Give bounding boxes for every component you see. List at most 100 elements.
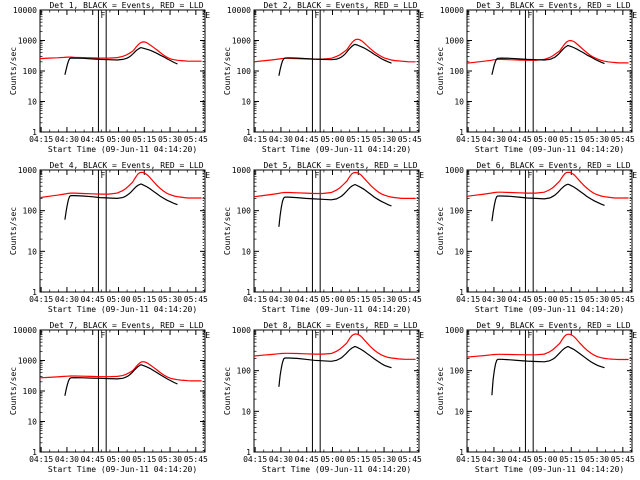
y-tick-label: 10: [454, 98, 464, 107]
y-axis-title: Counts/sec: [9, 367, 18, 415]
x-tick-label: 05:00: [106, 295, 130, 304]
y-axis-title: Counts/sec: [436, 367, 445, 415]
y-tick-label: 1: [459, 128, 464, 137]
x-axis-title: Start Time (09-Jun-11 04:14:20): [262, 465, 411, 474]
series-lld-line: [466, 333, 629, 361]
flare-end-marker: E: [419, 331, 424, 340]
plot-frame: [466, 169, 633, 293]
y-tick-label: 1: [246, 448, 251, 457]
x-tick-label: 05:15: [559, 135, 583, 144]
x-tick-label: 04:45: [508, 455, 532, 464]
x-tick-label: 05:15: [559, 295, 583, 304]
y-tick-label: 100: [450, 367, 465, 376]
series-events-line: [278, 184, 392, 227]
x-tick-label: 04:30: [55, 295, 79, 304]
x-tick-label: 04:45: [295, 135, 319, 144]
x-tick-label: 05:00: [320, 455, 344, 464]
x-tick-label: 04:30: [55, 455, 79, 464]
x-axis-title: Start Time (09-Jun-11 04:14:20): [262, 145, 411, 154]
series-events-line: [278, 43, 392, 76]
series-lld-line: [253, 333, 416, 360]
y-tick-label: 10: [241, 407, 251, 416]
x-tick-label: 04:15: [29, 455, 53, 464]
y-tick-label: 10: [454, 407, 464, 416]
y-tick-label: 1000: [445, 326, 464, 335]
detector-panel-3: Det 3, BLACK = Events, RED = LLD 1 10 100 10…: [436, 1, 637, 154]
y-tick-label: 1000: [232, 326, 251, 335]
series-lld-line: [466, 39, 629, 64]
panel-title: Det 4, BLACK = Events, RED = LLD: [49, 161, 203, 170]
y-tick-label: 1000: [18, 166, 37, 175]
plot-frame: [39, 329, 206, 453]
y-tick-label: 1000: [445, 166, 464, 175]
x-tick-label: 05:45: [611, 455, 635, 464]
x-tick-label: 05:30: [585, 135, 609, 144]
x-tick-label: 05:00: [106, 135, 130, 144]
y-tick-label: 100: [237, 367, 252, 376]
series-events-line: [64, 183, 178, 220]
y-axis-title: Counts/sec: [223, 47, 232, 95]
x-tick-label: 05:45: [184, 135, 208, 144]
flare-end-marker: E: [205, 171, 210, 180]
y-tick-label: 1: [32, 448, 37, 457]
panel-title: Det 3, BLACK = Events, RED = LLD: [476, 1, 630, 10]
y-tick-label: 100: [237, 207, 252, 216]
y-tick-label: 100: [450, 207, 465, 216]
x-tick-label: 05:00: [533, 455, 557, 464]
plot-frame: [466, 329, 633, 453]
x-tick-label: 04:45: [295, 455, 319, 464]
flare-end-marker: E: [419, 171, 424, 180]
x-tick-label: 04:30: [269, 295, 293, 304]
series-lld-line: [466, 171, 629, 199]
y-tick-label: 10000: [13, 326, 37, 335]
panel-title: Det 9, BLACK = Events, RED = LLD: [476, 321, 630, 330]
x-tick-label: 05:30: [372, 135, 396, 144]
x-axis-title: Start Time (09-Jun-11 04:14:20): [262, 305, 411, 314]
series-events-line: [64, 364, 178, 396]
flare-start-marker: F: [100, 171, 105, 180]
series-events-line: [64, 47, 178, 75]
detector-panel-8: Det 8, BLACK = Events, RED = LLD 1 10 100 10…: [223, 321, 424, 474]
y-tick-label: 10000: [227, 6, 251, 15]
x-tick-label: 04:30: [269, 135, 293, 144]
y-axis-title: Counts/sec: [223, 207, 232, 255]
x-tick-label: 04:30: [55, 135, 79, 144]
flare-end-marker: E: [632, 171, 637, 180]
flare-end-marker: E: [632, 331, 637, 340]
detector-panel-7: Det 7, BLACK = Events, RED = LLD 1 10 100 10…: [9, 321, 210, 474]
flare-end-marker: E: [632, 11, 637, 20]
x-tick-label: 05:45: [398, 295, 422, 304]
series-lld-line: [39, 171, 202, 199]
x-tick-label: 05:30: [585, 455, 609, 464]
flare-start-marker: F: [100, 11, 105, 20]
x-tick-label: 05:45: [184, 455, 208, 464]
y-tick-label: 1: [32, 128, 37, 137]
plot-frame: [253, 169, 420, 293]
series-lld-line: [39, 361, 202, 382]
y-axis-title: Counts/sec: [223, 367, 232, 415]
x-tick-label: 05:30: [158, 455, 182, 464]
series-lld-line: [253, 171, 416, 199]
x-tick-label: 04:45: [81, 135, 105, 144]
flare-start-marker: F: [314, 171, 319, 180]
detector-panel-6: Det 6, BLACK = Events, RED = LLD 1 10 100 10…: [436, 161, 637, 314]
y-tick-label: 1: [246, 128, 251, 137]
y-tick-label: 10000: [440, 6, 464, 15]
x-tick-label: 04:15: [243, 135, 267, 144]
y-tick-label: 10: [241, 247, 251, 256]
flare-start-marker: F: [100, 331, 105, 340]
y-tick-label: 100: [23, 67, 38, 76]
detector-panel-2: Det 2, BLACK = Events, RED = LLD 1 10 100 10…: [223, 1, 424, 154]
flare-start-marker: F: [314, 331, 319, 340]
y-tick-label: 10000: [13, 6, 37, 15]
x-tick-label: 05:30: [372, 295, 396, 304]
x-tick-label: 04:15: [456, 135, 480, 144]
x-tick-label: 05:15: [132, 135, 156, 144]
x-tick-label: 05:15: [132, 455, 156, 464]
y-tick-label: 10: [241, 98, 251, 107]
x-tick-label: 05:15: [559, 455, 583, 464]
x-tick-label: 04:15: [456, 295, 480, 304]
x-tick-label: 05:45: [184, 295, 208, 304]
detector-panel-9: Det 9, BLACK = Events, RED = LLD 1 10 100 10…: [436, 321, 637, 474]
x-tick-label: 04:30: [482, 135, 506, 144]
